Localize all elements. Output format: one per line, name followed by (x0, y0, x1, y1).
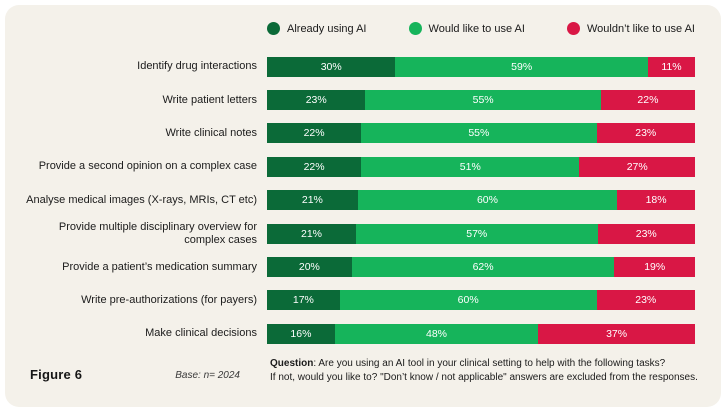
question-note: Question: Are you using an AI tool in yo… (270, 357, 715, 384)
bar-segment-already-using-ai: 21% (267, 190, 358, 211)
bar-segment-would-like-ai: 59% (395, 56, 648, 77)
bar-segment-wouldnt-like-ai: 11% (647, 56, 695, 77)
bar-segment-wouldnt-like-ai: 23% (596, 290, 695, 311)
bar-segment-already-using-ai: 22% (267, 123, 362, 144)
stacked-bar: 22% 51% 27% (267, 156, 695, 177)
chart-row: Provide a second opinion on a complex ca… (21, 150, 695, 183)
row-label: Write patient letters (162, 93, 257, 106)
chart-row: Make clinical decisions 16% 48% 37% (21, 317, 695, 350)
bar-segment-wouldnt-like-ai: 18% (617, 190, 695, 211)
row-label: Provide a second opinion on a complex ca… (38, 160, 257, 173)
row-label: Make clinical decisions (145, 327, 257, 340)
bar-segment-already-using-ai: 20% (267, 257, 352, 278)
bar-segment-would-like-ai: 60% (339, 290, 597, 311)
legend-dot-dark-green (267, 22, 280, 35)
chart-row: Identify drug interactions 30% 59% 11% (21, 50, 695, 83)
bar-segment-wouldnt-like-ai: 22% (600, 90, 695, 111)
row-label: Write clinical notes (165, 126, 258, 139)
bar-segment-wouldnt-like-ai: 23% (597, 223, 695, 244)
chart-row: Provide a patient’s medication summary 20… (21, 250, 695, 283)
legend-dot-red (566, 22, 580, 35)
row-label: Provide multiple disciplinary overview f… (58, 220, 257, 246)
stacked-bar: 20% 62% 19% (267, 257, 695, 278)
bar-segment-would-like-ai: 57% (355, 223, 598, 244)
bar-segment-already-using-ai: 23% (267, 90, 366, 111)
legend-label: Wouldn’t like to use AI (586, 22, 695, 35)
bar-segment-would-like-ai: 48% (334, 323, 539, 344)
base-note: Base: n= 2024 (175, 370, 240, 381)
question-line-1: Question: Are you using an AI tool in yo… (270, 358, 666, 369)
bar-segment-would-like-ai: 55% (361, 123, 597, 144)
stacked-bar: 21% 60% 18% (267, 190, 695, 211)
bar-segment-would-like-ai: 60% (357, 190, 618, 211)
legend-item-wouldnt-like-ai: Wouldn’t like to use AI (566, 22, 695, 35)
bar-segment-already-using-ai: 30% (267, 56, 396, 77)
stacked-bar-chart: Identify drug interactions 30% 59% 11% Write… (21, 50, 695, 351)
stacked-bar: 17% 60% 23% (267, 290, 695, 311)
stacked-bar: 21% 57% 23% (267, 223, 695, 244)
row-label: Provide a patient’s medication summary (62, 260, 257, 273)
stacked-bar: 16% 48% 37% (267, 323, 695, 344)
bar-segment-would-like-ai: 51% (361, 156, 580, 177)
legend-item-already-using-ai: Already using AI (267, 22, 367, 35)
bar-segment-would-like-ai: 55% (365, 90, 601, 111)
bar-segment-wouldnt-like-ai: 23% (596, 123, 695, 144)
stacked-bar: 22% 55% 23% (267, 123, 695, 144)
chart-legend: Already using AI Would like to use AI Wo… (267, 22, 695, 35)
legend-dot-green (408, 22, 422, 35)
question-label: Question (270, 358, 314, 369)
figure-number: Figure 6 (30, 367, 83, 382)
bar-segment-wouldnt-like-ai: 27% (579, 156, 695, 177)
row-label: Write pre-authorizations (for payers) (81, 293, 257, 306)
row-label: Identify drug interactions (137, 60, 257, 73)
legend-item-would-like-ai: Would like to use AI (408, 22, 525, 35)
stacked-bar: 30% 59% 11% (267, 56, 695, 77)
chart-row: Provide multiple disciplinary overview f… (21, 217, 695, 250)
bar-segment-wouldnt-like-ai: 37% (538, 323, 695, 344)
bar-segment-already-using-ai: 17% (267, 290, 340, 311)
chart-row: Write pre-authorizations (for payers) 17%… (21, 284, 695, 317)
legend-label: Would like to use AI (428, 22, 525, 35)
chart-row: Write patient letters 23% 55% 22% (21, 83, 695, 116)
chart-row: Write clinical notes 22% 55% 23% (21, 117, 695, 150)
row-label: Analyse medical images (X-rays, MRIs, CT… (26, 193, 257, 206)
bar-segment-already-using-ai: 16% (267, 323, 335, 344)
bar-segment-already-using-ai: 21% (267, 223, 356, 244)
bar-segment-already-using-ai: 22% (267, 156, 362, 177)
question-line-2: If not, would you like to? "Don’t know /… (270, 371, 698, 383)
stacked-bar: 23% 55% 22% (267, 90, 695, 111)
legend-label: Already using AI (287, 22, 367, 35)
chart-row: Analyse medical images (X-rays, MRIs, CT… (21, 184, 695, 217)
bar-segment-wouldnt-like-ai: 19% (614, 257, 695, 278)
bar-segment-would-like-ai: 62% (351, 257, 615, 278)
